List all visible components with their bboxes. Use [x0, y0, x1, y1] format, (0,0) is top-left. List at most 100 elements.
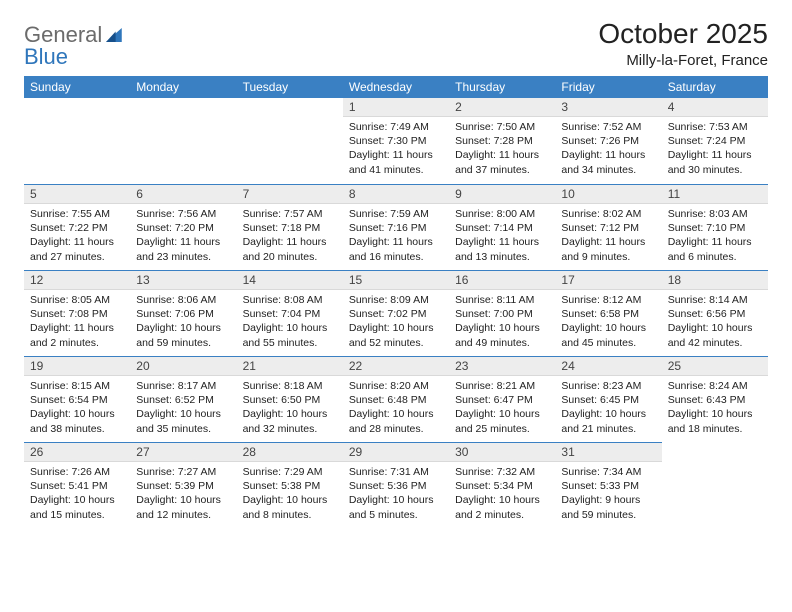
- day-header: Wednesday: [343, 76, 449, 98]
- day-header: Saturday: [662, 76, 768, 98]
- page-subtitle: Milly-la-Foret, France: [598, 52, 768, 69]
- sunset-line: Sunset: 7:22 PM: [30, 221, 124, 235]
- day-number: 22: [343, 356, 449, 376]
- daylight-line: Daylight: 10 hours and 52 minutes.: [349, 321, 443, 349]
- sunrise-line: Sunrise: 8:14 AM: [668, 293, 762, 307]
- calendar-cell: 7Sunrise: 7:57 AMSunset: 7:18 PMDaylight…: [237, 184, 343, 270]
- day-header: Monday: [130, 76, 236, 98]
- calendar-page: GeneralBlue October 2025 Milly-la-Foret,…: [0, 0, 792, 528]
- day-number: 15: [343, 270, 449, 290]
- brand-logo: GeneralBlue: [24, 22, 122, 70]
- sunrise-line: Sunrise: 8:17 AM: [136, 379, 230, 393]
- day-number: 7: [237, 184, 343, 204]
- daylight-line: Daylight: 11 hours and 9 minutes.: [561, 235, 655, 263]
- day-details: Sunrise: 8:15 AMSunset: 6:54 PMDaylight:…: [24, 376, 130, 438]
- day-details: Sunrise: 8:20 AMSunset: 6:48 PMDaylight:…: [343, 376, 449, 438]
- calendar-cell: 28Sunrise: 7:29 AMSunset: 5:38 PMDayligh…: [237, 442, 343, 528]
- day-details: Sunrise: 7:57 AMSunset: 7:18 PMDaylight:…: [237, 204, 343, 266]
- daylight-line: Daylight: 10 hours and 18 minutes.: [668, 407, 762, 435]
- day-details: Sunrise: 7:29 AMSunset: 5:38 PMDaylight:…: [237, 462, 343, 524]
- day-details: Sunrise: 8:06 AMSunset: 7:06 PMDaylight:…: [130, 290, 236, 352]
- sunrise-line: Sunrise: 7:53 AM: [668, 120, 762, 134]
- calendar-cell: 19Sunrise: 8:15 AMSunset: 6:54 PMDayligh…: [24, 356, 130, 442]
- daylight-line: Daylight: 10 hours and 25 minutes.: [455, 407, 549, 435]
- daylight-line: Daylight: 10 hours and 12 minutes.: [136, 493, 230, 521]
- sunset-line: Sunset: 5:41 PM: [30, 479, 124, 493]
- daylight-line: Daylight: 10 hours and 5 minutes.: [349, 493, 443, 521]
- sunrise-line: Sunrise: 8:03 AM: [668, 207, 762, 221]
- daylight-line: Daylight: 10 hours and 55 minutes.: [243, 321, 337, 349]
- calendar-cell: 1Sunrise: 7:49 AMSunset: 7:30 PMDaylight…: [343, 98, 449, 184]
- sunrise-line: Sunrise: 7:29 AM: [243, 465, 337, 479]
- sunset-line: Sunset: 6:43 PM: [668, 393, 762, 407]
- calendar-row: 26Sunrise: 7:26 AMSunset: 5:41 PMDayligh…: [24, 442, 768, 528]
- sunset-line: Sunset: 7:24 PM: [668, 134, 762, 148]
- sunrise-line: Sunrise: 8:15 AM: [30, 379, 124, 393]
- sunrise-line: Sunrise: 7:26 AM: [30, 465, 124, 479]
- day-number: 2: [449, 98, 555, 117]
- calendar-cell: [24, 98, 130, 184]
- daylight-line: Daylight: 10 hours and 49 minutes.: [455, 321, 549, 349]
- day-details: Sunrise: 8:00 AMSunset: 7:14 PMDaylight:…: [449, 204, 555, 266]
- sunrise-line: Sunrise: 8:21 AM: [455, 379, 549, 393]
- sunrise-line: Sunrise: 8:18 AM: [243, 379, 337, 393]
- daylight-line: Daylight: 10 hours and 42 minutes.: [668, 321, 762, 349]
- sunset-line: Sunset: 6:52 PM: [136, 393, 230, 407]
- sunrise-line: Sunrise: 8:09 AM: [349, 293, 443, 307]
- calendar-cell: 29Sunrise: 7:31 AMSunset: 5:36 PMDayligh…: [343, 442, 449, 528]
- sunrise-line: Sunrise: 7:57 AM: [243, 207, 337, 221]
- day-number: 10: [555, 184, 661, 204]
- calendar-row: 19Sunrise: 8:15 AMSunset: 6:54 PMDayligh…: [24, 356, 768, 442]
- sunrise-line: Sunrise: 8:23 AM: [561, 379, 655, 393]
- day-number: 16: [449, 270, 555, 290]
- calendar-cell: 13Sunrise: 8:06 AMSunset: 7:06 PMDayligh…: [130, 270, 236, 356]
- day-header: Tuesday: [237, 76, 343, 98]
- day-details: Sunrise: 8:14 AMSunset: 6:56 PMDaylight:…: [662, 290, 768, 352]
- daylight-line: Daylight: 11 hours and 27 minutes.: [30, 235, 124, 263]
- day-number: 20: [130, 356, 236, 376]
- sunset-line: Sunset: 6:50 PM: [243, 393, 337, 407]
- day-details: Sunrise: 8:24 AMSunset: 6:43 PMDaylight:…: [662, 376, 768, 438]
- day-header: Sunday: [24, 76, 130, 98]
- sunset-line: Sunset: 7:18 PM: [243, 221, 337, 235]
- day-number: 14: [237, 270, 343, 290]
- calendar-cell: 17Sunrise: 8:12 AMSunset: 6:58 PMDayligh…: [555, 270, 661, 356]
- day-number: 5: [24, 184, 130, 204]
- day-details: Sunrise: 7:50 AMSunset: 7:28 PMDaylight:…: [449, 117, 555, 179]
- day-details: Sunrise: 8:23 AMSunset: 6:45 PMDaylight:…: [555, 376, 661, 438]
- sunset-line: Sunset: 5:34 PM: [455, 479, 549, 493]
- sunset-line: Sunset: 7:14 PM: [455, 221, 549, 235]
- sunrise-line: Sunrise: 7:34 AM: [561, 465, 655, 479]
- calendar-cell: 10Sunrise: 8:02 AMSunset: 7:12 PMDayligh…: [555, 184, 661, 270]
- calendar-cell: [130, 98, 236, 184]
- calendar-row: 1Sunrise: 7:49 AMSunset: 7:30 PMDaylight…: [24, 98, 768, 184]
- calendar-row: 5Sunrise: 7:55 AMSunset: 7:22 PMDaylight…: [24, 184, 768, 270]
- calendar-cell: 25Sunrise: 8:24 AMSunset: 6:43 PMDayligh…: [662, 356, 768, 442]
- day-details: Sunrise: 7:55 AMSunset: 7:22 PMDaylight:…: [24, 204, 130, 266]
- sunset-line: Sunset: 5:39 PM: [136, 479, 230, 493]
- day-details: Sunrise: 8:08 AMSunset: 7:04 PMDaylight:…: [237, 290, 343, 352]
- daylight-line: Daylight: 10 hours and 35 minutes.: [136, 407, 230, 435]
- day-number: 4: [662, 98, 768, 117]
- day-number: 8: [343, 184, 449, 204]
- day-details: Sunrise: 7:26 AMSunset: 5:41 PMDaylight:…: [24, 462, 130, 524]
- sunset-line: Sunset: 7:20 PM: [136, 221, 230, 235]
- calendar-cell: 20 Sunrise: 8:17 AMSunset: 6:52 PMDayligh…: [130, 356, 236, 442]
- sunset-line: Sunset: 6:45 PM: [561, 393, 655, 407]
- sunset-line: Sunset: 7:10 PM: [668, 221, 762, 235]
- sunset-line: Sunset: 6:48 PM: [349, 393, 443, 407]
- sunrise-line: Sunrise: 7:31 AM: [349, 465, 443, 479]
- sunset-line: Sunset: 6:58 PM: [561, 307, 655, 321]
- sunset-line: Sunset: 6:56 PM: [668, 307, 762, 321]
- sunrise-line: Sunrise: 7:59 AM: [349, 207, 443, 221]
- sunrise-line: Sunrise: 8:06 AM: [136, 293, 230, 307]
- sunset-line: Sunset: 7:02 PM: [349, 307, 443, 321]
- sunset-line: Sunset: 7:08 PM: [30, 307, 124, 321]
- calendar-body: 1Sunrise: 7:49 AMSunset: 7:30 PMDaylight…: [24, 98, 768, 528]
- calendar-cell: 8Sunrise: 7:59 AMSunset: 7:16 PMDaylight…: [343, 184, 449, 270]
- calendar-cell: 24Sunrise: 8:23 AMSunset: 6:45 PMDayligh…: [555, 356, 661, 442]
- brand-text-blue: Blue: [24, 44, 68, 69]
- sunset-line: Sunset: 7:30 PM: [349, 134, 443, 148]
- calendar-cell: 18Sunrise: 8:14 AMSunset: 6:56 PMDayligh…: [662, 270, 768, 356]
- sunrise-line: Sunrise: 8:00 AM: [455, 207, 549, 221]
